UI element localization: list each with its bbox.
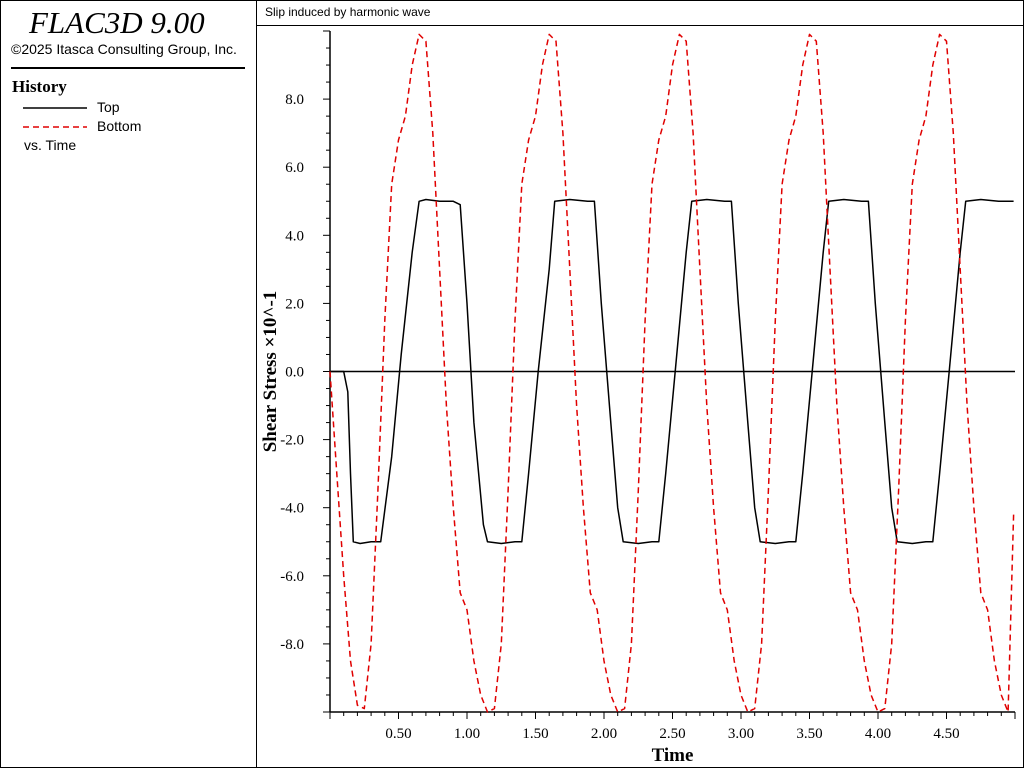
series-layer <box>329 33 1015 713</box>
y-axis-title: Shear Stress ×10^-1 <box>260 291 281 453</box>
x-tick-label: 1.50 <box>522 726 548 742</box>
x-tick-label: 2.50 <box>659 726 685 742</box>
x-tick-label: 4.50 <box>933 726 959 742</box>
y-tick-label: 0.0 <box>285 365 304 381</box>
x-tick-label: 4.00 <box>865 726 891 742</box>
x-tick-label: 3.00 <box>728 726 754 742</box>
y-tick-label: 4.0 <box>285 228 304 244</box>
x-tick-label: 2.00 <box>591 726 617 742</box>
legend-divider <box>11 67 245 69</box>
y-tick-label: 2.0 <box>285 296 304 312</box>
x-tick-label: 3.50 <box>796 726 822 742</box>
chart-title: Slip induced by harmonic wave <box>265 5 431 19</box>
y-tick-label: -2.0 <box>280 433 304 449</box>
chart-panel: Slip induced by harmonic wave -8.0 -6.0 -4… <box>256 0 1024 768</box>
app-title: FLAC3D 9.00 <box>29 5 205 40</box>
chart-plot-area: -8.0 -6.0 -4.0 -2.0 0.0 2.0 4.0 6.0 8.0 0.50 1.00 1… <box>260 30 1016 766</box>
vs-time-label: vs. Time <box>24 137 77 153</box>
y-tick-label: 6.0 <box>285 160 304 176</box>
y-tick-label: -6.0 <box>280 569 304 585</box>
y-tick-label: -8.0 <box>280 637 304 653</box>
series-line-bottom <box>329 33 1015 713</box>
axes-layer: -8.0 -6.0 -4.0 -2.0 0.0 2.0 4.0 6.0 8.0 0.50 1.00 1… <box>280 30 1016 742</box>
legend-label-bottom: Bottom <box>97 118 142 134</box>
legend-panel: FLAC3D 9.00 ©2025 Itasca Consulting Grou… <box>0 0 257 768</box>
copyright-text: ©2025 Itasca Consulting Group, Inc. <box>11 41 237 57</box>
y-tick-label: 8.0 <box>285 92 304 108</box>
history-heading: History <box>12 77 67 96</box>
x-tick-label: 1.00 <box>454 726 480 742</box>
series-line-top <box>330 198 1014 545</box>
x-axis-title: Time <box>652 745 694 766</box>
legend-swatch-dashed <box>23 126 87 128</box>
legend-label-top: Top <box>97 99 120 115</box>
y-tick-label: -4.0 <box>280 501 304 517</box>
x-tick-label: 0.50 <box>385 726 411 742</box>
chart-title-divider <box>257 25 1023 26</box>
legend-swatch-solid <box>23 107 87 109</box>
